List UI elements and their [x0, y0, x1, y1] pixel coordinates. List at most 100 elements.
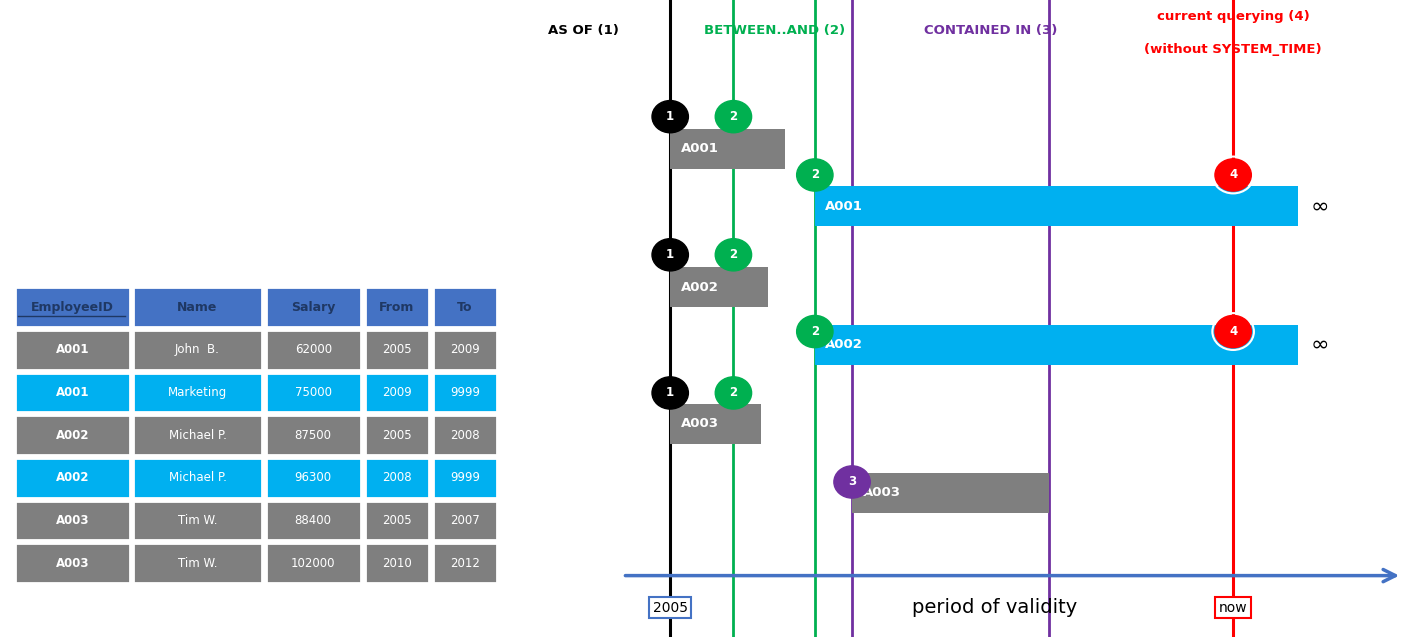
Text: From: From [380, 301, 414, 313]
Text: 2: 2 [811, 325, 818, 338]
FancyBboxPatch shape [433, 458, 497, 497]
Text: Name: Name [177, 301, 217, 313]
FancyBboxPatch shape [266, 330, 361, 369]
Text: 4: 4 [1230, 325, 1237, 338]
FancyBboxPatch shape [433, 330, 497, 369]
Text: Michael P.: Michael P. [169, 429, 227, 441]
Text: BETWEEN..AND (2): BETWEEN..AND (2) [704, 24, 845, 37]
Circle shape [797, 315, 833, 348]
Circle shape [715, 101, 751, 132]
FancyBboxPatch shape [670, 404, 761, 443]
Text: now: now [1220, 601, 1248, 615]
FancyBboxPatch shape [364, 287, 428, 327]
FancyBboxPatch shape [364, 415, 428, 455]
FancyBboxPatch shape [266, 501, 361, 540]
Text: 2: 2 [730, 110, 737, 123]
Text: Tim W.: Tim W. [177, 514, 217, 527]
FancyBboxPatch shape [433, 373, 497, 412]
Text: To: To [457, 301, 473, 313]
FancyBboxPatch shape [815, 187, 1298, 226]
Text: 96300: 96300 [294, 471, 331, 484]
Circle shape [797, 159, 833, 191]
Text: CONTAINED IN (3): CONTAINED IN (3) [924, 24, 1057, 37]
FancyBboxPatch shape [16, 330, 130, 369]
FancyBboxPatch shape [853, 473, 1048, 513]
FancyBboxPatch shape [266, 543, 361, 583]
Text: A001: A001 [681, 143, 718, 155]
Text: A003: A003 [863, 486, 901, 499]
FancyBboxPatch shape [364, 373, 428, 412]
FancyBboxPatch shape [133, 543, 261, 583]
Circle shape [715, 239, 751, 271]
Text: 87500: 87500 [294, 429, 331, 441]
FancyBboxPatch shape [16, 458, 130, 497]
Text: 2005: 2005 [383, 429, 411, 441]
FancyBboxPatch shape [16, 415, 130, 455]
FancyBboxPatch shape [16, 287, 130, 327]
Text: AS OF (1): AS OF (1) [548, 24, 618, 37]
FancyBboxPatch shape [670, 267, 768, 307]
Circle shape [715, 377, 751, 409]
FancyBboxPatch shape [815, 325, 1298, 364]
FancyBboxPatch shape [266, 415, 361, 455]
Text: 1: 1 [665, 110, 674, 123]
FancyBboxPatch shape [364, 543, 428, 583]
Text: ∞: ∞ [1311, 196, 1329, 217]
Text: A002: A002 [56, 429, 89, 441]
Text: A002: A002 [825, 338, 863, 351]
Text: (without SYSTEM_TIME): (without SYSTEM_TIME) [1144, 43, 1322, 57]
FancyBboxPatch shape [433, 501, 497, 540]
FancyBboxPatch shape [266, 373, 361, 412]
Text: Michael P.: Michael P. [169, 471, 227, 484]
FancyBboxPatch shape [364, 330, 428, 369]
Text: 62000: 62000 [294, 343, 331, 356]
FancyBboxPatch shape [364, 501, 428, 540]
Text: John  B.: John B. [176, 343, 220, 356]
Text: 9999: 9999 [450, 386, 480, 399]
Text: 102000: 102000 [291, 557, 336, 569]
FancyBboxPatch shape [16, 373, 130, 412]
Text: 2010: 2010 [381, 557, 411, 569]
FancyBboxPatch shape [16, 501, 130, 540]
Text: 2007: 2007 [450, 514, 480, 527]
Circle shape [1215, 159, 1251, 191]
FancyBboxPatch shape [133, 501, 261, 540]
Circle shape [834, 466, 870, 498]
Text: 2009: 2009 [450, 343, 480, 356]
Text: A003: A003 [56, 557, 89, 569]
FancyBboxPatch shape [266, 287, 361, 327]
Text: 4: 4 [1230, 168, 1237, 182]
FancyBboxPatch shape [670, 129, 785, 169]
Text: 2: 2 [730, 248, 737, 261]
Text: Tim W.: Tim W. [177, 557, 217, 569]
Text: 2008: 2008 [450, 429, 480, 441]
Text: A001: A001 [825, 200, 863, 213]
Text: 1: 1 [665, 387, 674, 399]
Text: ∞: ∞ [1311, 334, 1329, 355]
Text: 9999: 9999 [450, 471, 480, 484]
FancyBboxPatch shape [133, 373, 261, 412]
Text: 1: 1 [665, 248, 674, 261]
FancyBboxPatch shape [133, 458, 261, 497]
Text: A002: A002 [681, 280, 718, 294]
FancyBboxPatch shape [133, 415, 261, 455]
FancyBboxPatch shape [16, 543, 130, 583]
Text: period of validity: period of validity [912, 598, 1078, 617]
Text: Salary: Salary [291, 301, 336, 313]
Text: A001: A001 [56, 386, 89, 399]
FancyBboxPatch shape [133, 287, 261, 327]
Text: 2005: 2005 [653, 601, 688, 615]
Text: 2008: 2008 [383, 471, 411, 484]
Circle shape [1215, 315, 1251, 348]
Text: 2005: 2005 [383, 343, 411, 356]
FancyBboxPatch shape [433, 287, 497, 327]
Text: current querying (4): current querying (4) [1157, 10, 1309, 24]
FancyBboxPatch shape [133, 330, 261, 369]
Text: 2: 2 [811, 168, 818, 182]
FancyBboxPatch shape [364, 458, 428, 497]
Circle shape [653, 377, 688, 409]
Circle shape [653, 101, 688, 132]
Text: Marketing: Marketing [169, 386, 227, 399]
Text: A003: A003 [681, 417, 718, 430]
FancyBboxPatch shape [433, 543, 497, 583]
